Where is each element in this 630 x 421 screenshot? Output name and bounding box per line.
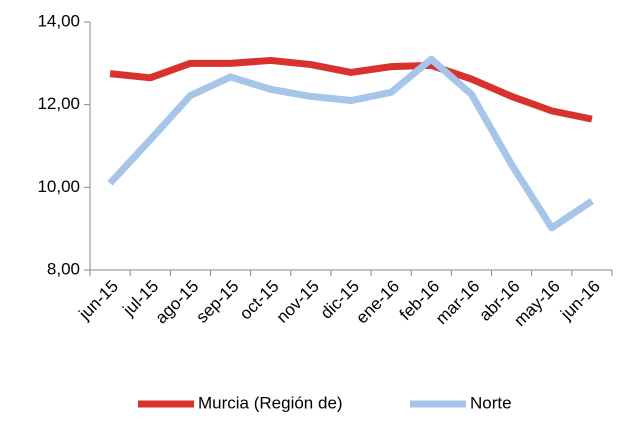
y-tick-label: 8,00	[47, 259, 80, 278]
x-tick-label: ene-16	[352, 277, 403, 328]
legend-label: Norte	[470, 393, 512, 412]
y-tick-label: 14,00	[37, 11, 80, 30]
series-line	[107, 55, 594, 232]
y-tick-label: 12,00	[37, 94, 80, 113]
legend-label: Murcia (Región de)	[198, 393, 343, 412]
x-tick-label: nov-15	[273, 277, 323, 327]
series-line	[109, 56, 593, 123]
y-tick-label: 10,00	[37, 177, 80, 196]
x-tick-label: mar-16	[432, 277, 484, 329]
x-tick-label: may-16	[510, 277, 564, 331]
x-tick-label: ago-15	[152, 277, 203, 328]
x-tick-label: jun-16	[556, 277, 604, 325]
x-tick-label: jun-15	[75, 277, 123, 325]
x-tick-label: sep-15	[192, 277, 242, 327]
